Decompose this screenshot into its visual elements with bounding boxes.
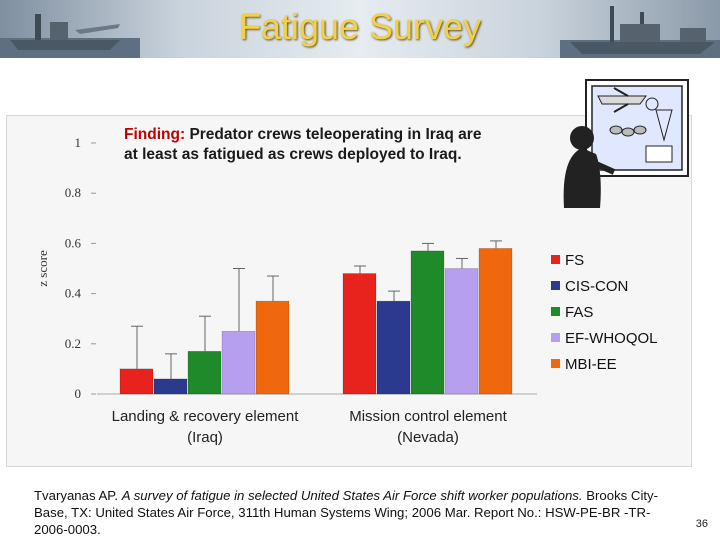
x-category-label: (Iraq) [187,429,223,446]
x-category-label: Landing & recovery element [112,408,300,425]
legend-label-fs: FS [565,252,584,269]
bar-fs [342,273,377,395]
x-category-label: (Nevada) [397,429,459,446]
legend-label-ef-whoqol: EF-WHOQOL [565,330,658,347]
bar-ef-whoqol [444,268,479,395]
chart-area: 0 0.2 0.4 0.6 0.8 1 z score Landing & recovery … [6,115,692,467]
citation-title: A survey of fatigue in selected United S… [121,488,583,503]
x-category-label: Mission control element [349,408,507,425]
y-tick-label: 1 [75,135,82,150]
legend-swatch-ef-whoqol [551,333,560,342]
y-tick-label: 0.2 [65,336,81,351]
y-tick-label: 0 [75,386,82,401]
bar-fas [187,351,222,395]
title-banner: Fatigue Survey [0,0,720,58]
legend-swatch-mbi-ee [551,359,560,368]
y-tick-label: 0.6 [65,235,82,250]
y-tick-label: 0.8 [65,185,81,200]
bar-fas [410,250,445,395]
legend-swatch-cis-con [551,281,560,290]
finding-label: Finding: [124,126,186,143]
bar-fs [119,368,154,395]
page-number: 36 [695,518,708,530]
naval-ships-image [0,6,720,58]
legend-swatch-fs [551,255,560,264]
slide-title: Fatigue Survey [238,6,482,47]
bar-ef-whoqol [221,330,256,395]
citation: Tvaryanas AP. A survey of fatigue in sel… [34,487,684,538]
bar-mbi-ee [255,300,290,395]
citation-details: Brooks City-Base, TX: United States Air … [34,488,659,537]
y-axis-label: z score [35,250,50,287]
citation-author: Tvaryanas AP. [34,488,119,503]
legend-label-cis-con: CIS-CON [565,278,628,295]
bar-cis-con [376,300,411,395]
bar-chart: 0 0.2 0.4 0.6 0.8 1 z score Landing & recovery … [35,135,658,446]
bar-mbi-ee [478,248,513,395]
finding-text: Predator crews teleoperating in Iraq are… [124,126,482,163]
legend-label-fas: FAS [565,304,593,321]
legend-swatch-fas [551,307,560,316]
drone-operator-clipart [563,79,689,208]
legend-label-mbi-ee: MBI-EE [565,356,617,373]
bar-cis-con [153,378,188,395]
y-tick-label: 0.4 [65,286,82,301]
finding-note: Finding: Predator crews teleoperating in… [124,125,494,165]
